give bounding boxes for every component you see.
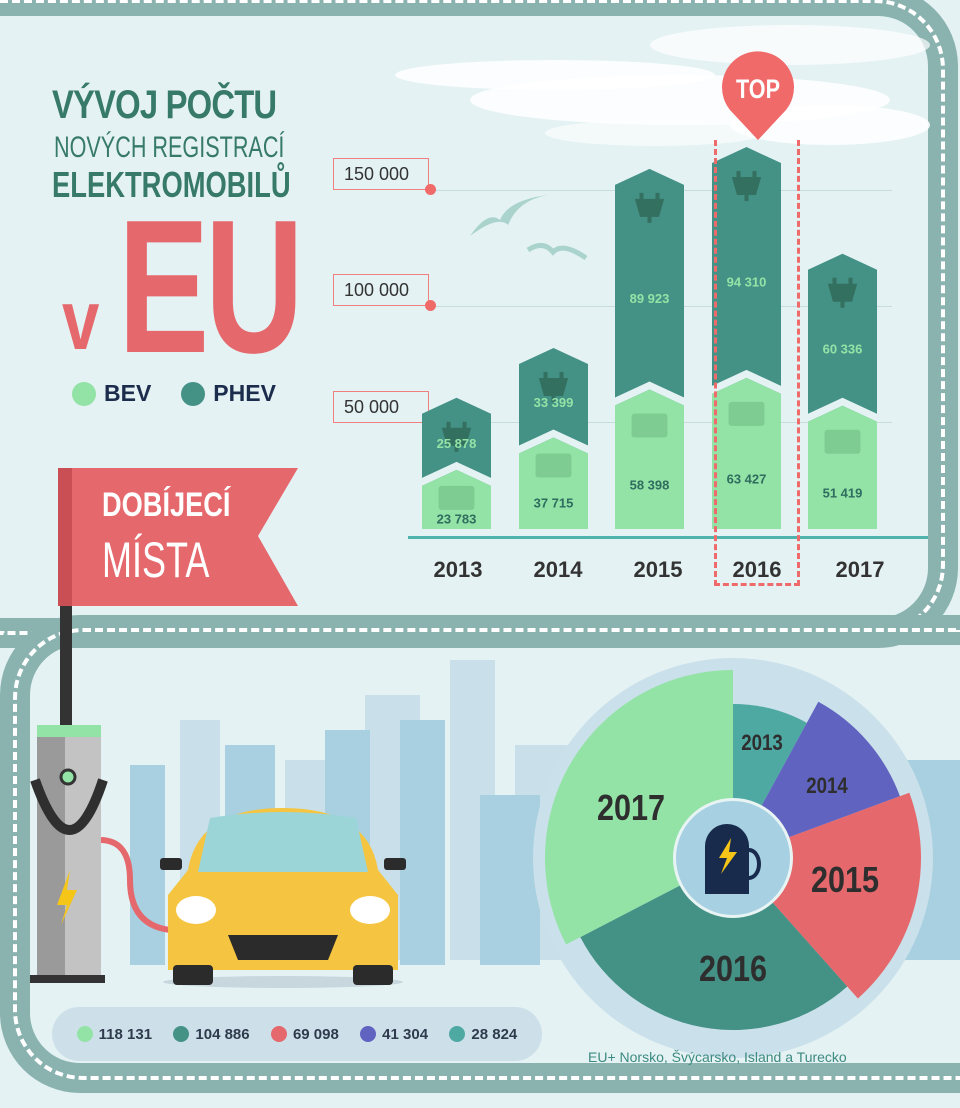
bar-separator	[422, 461, 491, 486]
x-label-2014: 2014	[533, 557, 583, 582]
highlight-2016-frame	[714, 140, 800, 586]
top-badge: TOP	[735, 74, 780, 104]
legend-value-2015: 69 098	[270, 1025, 339, 1043]
pie-label-2016: 2016	[698, 948, 768, 989]
phev-value-2015: 89 923	[630, 291, 670, 306]
pie-value-legend: 118 131 104 886 69 098 41 304 28 824	[52, 1007, 542, 1061]
pie-label-2013: 2013	[741, 730, 783, 755]
bar-separator	[808, 397, 877, 422]
value-label: 41 304	[382, 1025, 429, 1043]
color-dot	[76, 1026, 93, 1042]
bev-dot	[72, 381, 96, 406]
legend: BEV PHEV	[72, 380, 276, 407]
value-label: 69 098	[292, 1025, 339, 1043]
x-label-2016: 2016	[732, 557, 782, 582]
bev-value-2017: 51 419	[823, 485, 863, 500]
bev-value-2014: 37 715	[534, 495, 574, 510]
battery-icon	[728, 401, 765, 426]
value-label: 118 131	[98, 1025, 153, 1043]
color-dot	[449, 1026, 466, 1042]
bar-separator	[615, 381, 684, 406]
legend-value-2016: 104 886	[173, 1025, 250, 1043]
legend-item-bev: BEV	[72, 380, 151, 407]
bev-value-2013: 23 783	[437, 511, 477, 526]
legend-label: PHEV	[213, 380, 276, 406]
flag-line-2: MÍSTA	[102, 532, 210, 588]
x-label-2015: 2015	[633, 557, 683, 582]
legend-value-2014: 41 304	[360, 1026, 428, 1043]
plug-icon	[827, 277, 858, 308]
phev-value-2014: 33 399	[534, 395, 574, 410]
title-line-1: VÝVOJ POČTU	[52, 83, 277, 127]
bev-value-2016: 63 427	[727, 471, 767, 486]
top-pin-icon	[722, 51, 794, 141]
charging-station-icon	[30, 725, 171, 983]
charging-plug-icon	[705, 824, 761, 894]
phev-dot	[181, 381, 206, 406]
bar-separator	[712, 369, 781, 394]
title-v: v	[62, 273, 100, 367]
phev-value-2017: 60 336	[823, 342, 863, 357]
plug-icon	[441, 421, 472, 452]
pie-label-2014: 2014	[806, 773, 848, 798]
cloud	[650, 25, 930, 65]
legend-label: BEV	[104, 380, 152, 406]
bar-chart: 23 783 25 878 37 715 33 399 58 398 89 923 63 4…	[422, 147, 877, 530]
legend-value-2013: 28 824	[449, 1026, 517, 1043]
value-label: 28 824	[471, 1025, 518, 1043]
color-dot	[173, 1026, 190, 1042]
birds-icon	[470, 195, 588, 261]
battery-icon	[824, 429, 861, 454]
value-label: 104 886	[195, 1025, 250, 1043]
bev-value-2015: 58 398	[630, 477, 670, 492]
road-bottom	[0, 615, 960, 1093]
flag	[58, 468, 298, 606]
x-axis-line	[408, 536, 928, 539]
legend-item-phev: PHEV	[181, 380, 276, 407]
battery-icon	[535, 453, 572, 478]
x-label-2017: 2017	[835, 557, 885, 582]
y-tick-100000: 100 000	[333, 274, 436, 311]
battery-icon	[631, 413, 668, 438]
pie-label-2017: 2017	[596, 787, 666, 828]
color-dot	[270, 1026, 287, 1042]
title-eu: EU	[118, 181, 304, 393]
title-line-3: ELEKTROMOBILŮ	[52, 164, 291, 205]
y-tick-150000: 150 000	[333, 158, 436, 195]
pie-label-2015: 2015	[810, 859, 880, 900]
plug-icon	[538, 372, 569, 403]
plug-icon	[634, 192, 665, 223]
x-label-2013: 2013	[433, 557, 483, 582]
plug-icon	[731, 171, 762, 202]
footnote: EU+ Norsko, Švýcarsko, Island a Turecko	[588, 1049, 847, 1065]
car-illustration	[160, 808, 406, 988]
legend-value-2017: 118 131	[76, 1025, 153, 1043]
cloud	[545, 120, 765, 146]
flag-line-1: DOBÍJECÍ	[102, 486, 231, 524]
phev-value-2013: 25 878	[437, 436, 477, 451]
pie-slice-2016	[580, 858, 848, 1030]
bar-separator	[519, 429, 588, 454]
battery-icon	[438, 485, 475, 510]
title-line-2: NOVÝCH REGISTRACÍ	[54, 131, 285, 164]
phev-value-2016: 94 310	[727, 274, 767, 289]
color-dot	[360, 1026, 377, 1042]
